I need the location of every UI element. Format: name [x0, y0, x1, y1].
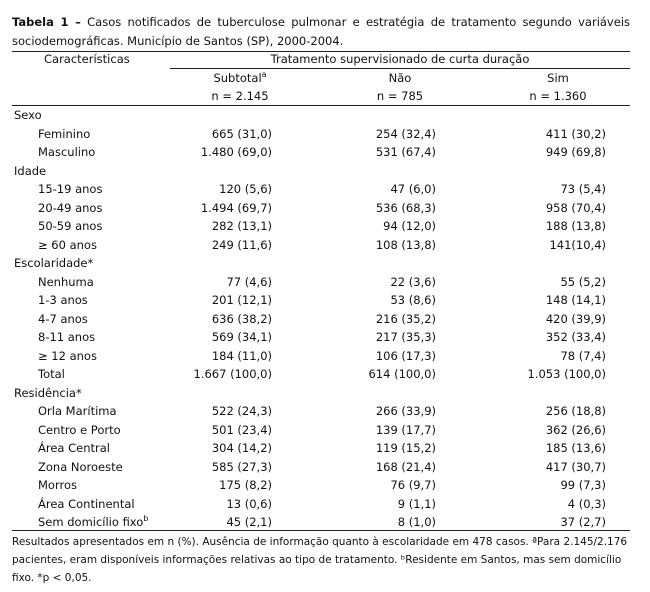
cell: 4 (0,3) — [567, 496, 606, 511]
cell: 37 (2,7) — [560, 515, 606, 529]
cell: 76 (9,7) — [390, 478, 436, 492]
cell: 665 (31,0) — [211, 126, 272, 141]
cell: 417 (30,7) — [545, 459, 606, 474]
cell: 13 (0,6) — [226, 496, 272, 511]
cell: 636 (38,2) — [211, 311, 272, 326]
cell: 411 (30,2) — [545, 126, 606, 141]
cell: 8 (1,0) — [397, 515, 436, 529]
cell: 501 (23,4) — [211, 422, 272, 437]
cell: 352 (33,4) — [545, 330, 606, 344]
row-label: Nenhuma — [38, 274, 94, 289]
row-label: Centro e Porto — [38, 422, 121, 437]
section-title: Sexo — [14, 108, 42, 122]
cell: 148 (14,1) — [545, 293, 606, 307]
cell: 217 (35,3) — [375, 330, 436, 344]
cell: 216 (35,2) — [375, 311, 436, 326]
row-label: Morros — [38, 478, 77, 492]
column-n: n = 785 — [376, 89, 424, 103]
row-label: Total — [38, 367, 65, 381]
cell: 78 (7,4) — [560, 348, 606, 363]
section-title: Residência* — [14, 385, 82, 400]
row-label: 50-59 anos — [38, 219, 103, 233]
cell: 536 (68,3) — [375, 200, 436, 215]
cell: 420 (39,9) — [545, 311, 606, 326]
cell: 1.494 (69,7) — [200, 200, 272, 215]
row-label: Sem domicílio fixob — [38, 514, 149, 529]
column-header: Subtotala — [213, 70, 267, 85]
row-label: 4-7 anos — [38, 311, 88, 326]
row-label: 1-3 anos — [38, 293, 88, 307]
cell: 304 (14,2) — [211, 441, 272, 455]
section-title: Idade — [14, 163, 47, 178]
cell: 119 (15,2) — [375, 441, 436, 455]
cell: 45 (2,1) — [226, 515, 272, 529]
column-header: Sim — [547, 71, 569, 85]
row-label: Área Continental — [38, 496, 135, 511]
caption-text: Casos notificados de tuberculose pulmona… — [12, 15, 631, 48]
cell: 139 (17,7) — [375, 422, 436, 437]
column-n: n = 1.360 — [529, 89, 587, 103]
cell: 73 (5,4) — [560, 182, 606, 196]
caption-label: Tabela 1 – — [12, 15, 81, 29]
row-label: Zona Noroeste — [38, 459, 123, 474]
row-label: Área Central — [38, 441, 110, 455]
cell: 141(10,4) — [549, 237, 606, 252]
cell: 256 (18,8) — [545, 404, 606, 418]
cell: 531 (67,4) — [375, 145, 436, 159]
row-label: 20-49 anos — [38, 200, 103, 215]
cell: 958 (70,4) — [545, 200, 606, 215]
cell: 120 (5,6) — [219, 182, 272, 196]
superscript: b — [143, 514, 149, 524]
cell: 266 (33,9) — [375, 404, 436, 418]
superscript: a — [261, 70, 267, 80]
row-label: Masculino — [38, 145, 96, 159]
footnote: Resultados apresentados em n (%). Ausênc… — [12, 536, 628, 584]
column-n: n = 2.145 — [211, 89, 269, 103]
cell: 168 (21,4) — [375, 459, 436, 474]
header-first: Características — [44, 52, 130, 66]
cell: 254 (32,4) — [375, 126, 436, 141]
cell: 106 (17,3) — [375, 348, 436, 363]
row-label: ≥ 12 anos — [38, 348, 97, 363]
section-title: Escolaridade* — [14, 256, 94, 270]
cell: 282 (13,1) — [211, 219, 272, 233]
cell: 108 (13,8) — [375, 237, 436, 252]
row-label: Feminino — [38, 126, 91, 141]
cell: 55 (5,2) — [560, 274, 606, 289]
rule — [12, 51, 630, 52]
cell: 22 (3,6) — [390, 274, 436, 289]
cell: 99 (7,3) — [560, 478, 606, 492]
cell: 201 (12,1) — [211, 293, 272, 307]
cell: 1.667 (100,0) — [193, 367, 272, 381]
cell: 9 (1,1) — [397, 496, 436, 511]
rule — [12, 105, 630, 106]
column-header: Não — [388, 71, 412, 85]
cell: 362 (26,6) — [545, 422, 606, 437]
cell: 249 (11,6) — [211, 237, 272, 252]
cell: 175 (8,2) — [219, 478, 272, 492]
cell: 185 (13,6) — [545, 441, 606, 455]
row-label: Orla Marítima — [38, 404, 117, 418]
row-label: 8-11 anos — [38, 330, 96, 344]
row-label: 15-19 anos — [38, 182, 103, 196]
caption: Tabela 1 – Casos notificados de tubercul… — [12, 13, 630, 51]
cell: 585 (27,3) — [211, 459, 272, 474]
cell: 614 (100,0) — [368, 367, 436, 381]
cell: 94 (12,0) — [383, 219, 436, 233]
header-group: Tratamento supervisionado de curta duraç… — [270, 52, 530, 66]
cell: 949 (69,8) — [545, 145, 606, 159]
cell: 569 (34,1) — [211, 330, 272, 344]
cell: 1.480 (69,0) — [200, 145, 272, 159]
rule — [170, 68, 630, 69]
cell: 522 (24,3) — [211, 404, 272, 418]
row-label: ≥ 60 anos — [38, 237, 97, 252]
cell: 53 (8,6) — [390, 293, 436, 307]
cell: 188 (13,8) — [545, 219, 606, 233]
cell: 184 (11,0) — [211, 348, 272, 363]
rule — [12, 530, 630, 531]
cell: 77 (4,6) — [226, 274, 272, 289]
cell: 1.053 (100,0) — [527, 367, 606, 381]
cell: 47 (6,0) — [390, 182, 436, 196]
